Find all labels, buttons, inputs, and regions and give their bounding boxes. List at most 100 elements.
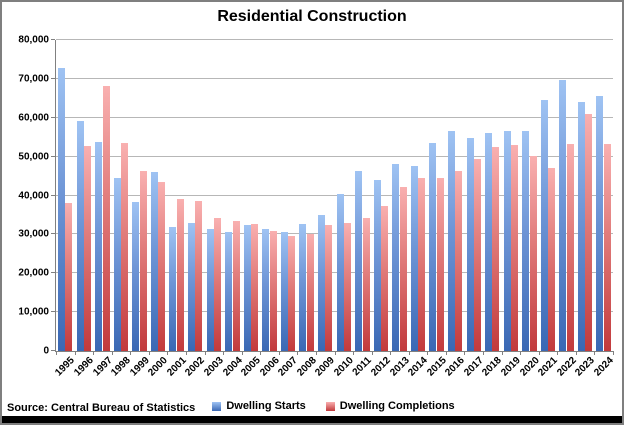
x-axis-tick [148, 351, 150, 355]
bar-dwelling-starts-1999 [132, 202, 140, 351]
x-axis-tick [111, 351, 113, 355]
x-axis-tick [371, 351, 373, 355]
x-axis-label: 2016 [443, 355, 468, 379]
x-axis-label: 2017 [462, 355, 486, 379]
x-axis-tick [557, 351, 559, 355]
bar-dwelling-starts-2005 [243, 225, 251, 351]
gridline [56, 233, 613, 235]
bar-dwelling-completions-2011 [362, 217, 370, 351]
bar-dwelling-completions-2003 [213, 217, 221, 351]
bar-dwelling-starts-2023 [577, 101, 585, 351]
legend-item-dwelling-starts: Dwelling Starts [212, 400, 306, 412]
x-axis-tick [223, 351, 225, 355]
bar-dwelling-completions-1998 [121, 142, 129, 351]
x-axis-tick [167, 351, 169, 355]
x-axis-tick [74, 351, 76, 355]
gridline [56, 272, 613, 274]
x-axis-label: 2015 [424, 355, 449, 379]
bar-dwelling-starts-1996 [76, 120, 84, 351]
x-axis-label: 2021 [536, 355, 560, 379]
bar-dwelling-starts-2004 [225, 232, 233, 351]
x-axis-label: 2005 [239, 355, 263, 379]
x-axis-label: 2023 [573, 355, 597, 379]
bar-dwelling-starts-2014 [410, 166, 418, 351]
bar-dwelling-completions-2001 [176, 199, 184, 351]
bar-dwelling-starts-2007 [280, 232, 288, 351]
bar-dwelling-completions-2006 [269, 230, 277, 351]
x-axis-tick [445, 351, 447, 355]
bar-dwelling-starts-2021 [540, 100, 548, 351]
x-axis-tick [501, 351, 503, 355]
x-axis-label: 2000 [146, 355, 170, 379]
gridline [56, 311, 613, 313]
x-axis-label: 2008 [294, 355, 319, 379]
bar-dwelling-starts-2024 [596, 96, 604, 351]
bottom-black-strip [2, 416, 622, 423]
x-axis-label: 2022 [554, 355, 579, 379]
y-axis-tick [51, 39, 55, 40]
y-axis-tick [51, 194, 55, 196]
x-axis-tick [408, 351, 410, 355]
x-axis-tick [334, 351, 336, 355]
bar-dwelling-completions-2004 [232, 221, 240, 351]
y-axis-tick [51, 311, 55, 313]
gridline [56, 155, 613, 157]
x-axis-label: 2001 [165, 355, 189, 379]
x-axis-label: 2004 [220, 355, 245, 379]
x-axis-label: 2006 [257, 355, 282, 379]
y-axis-label: 10,000 [18, 306, 49, 318]
bar-dwelling-completions-2024 [603, 144, 611, 351]
plot-area: 0 10,000 20,000 30,000 40,000 50,000 60,000 70,… [18, 35, 615, 379]
bar-dwelling-starts-2017 [466, 138, 474, 351]
bar-dwelling-completions-2008 [306, 234, 314, 351]
bar-dwelling-starts-2003 [206, 228, 214, 351]
legend-label: Dwelling Starts [226, 400, 306, 412]
x-axis-tick [390, 351, 392, 355]
bar-dwelling-completions-2014 [418, 178, 426, 351]
bar-dwelling-completions-2009 [325, 225, 333, 351]
source-note: Source: Central Bureau of Statistics [7, 402, 196, 414]
dwelling-completions-legend-swatch-icon [325, 401, 335, 411]
x-axis-label: 1995 [53, 355, 78, 379]
bar-dwelling-starts-2009 [317, 215, 325, 351]
y-axis-label: 0 [43, 345, 49, 357]
bar-dwelling-starts-2001 [169, 227, 177, 351]
y-axis-label: 70,000 [18, 73, 49, 85]
bar-dwelling-starts-2012 [373, 180, 381, 351]
x-axis-tick [241, 351, 243, 355]
bar-dwelling-completions-1999 [139, 170, 147, 351]
bar-dwelling-starts-2015 [429, 143, 437, 351]
x-axis-label: 2012 [369, 355, 393, 379]
x-axis-tick [538, 351, 540, 355]
x-axis-tick [575, 351, 577, 355]
x-axis-label: 2003 [202, 355, 226, 379]
y-axis-tick [51, 272, 55, 274]
bar-dwelling-starts-2008 [299, 224, 307, 351]
x-axis-tick [204, 351, 206, 355]
x-axis-tick [520, 351, 522, 355]
x-axis-tick [594, 351, 596, 355]
x-axis-label: 2019 [499, 355, 523, 379]
x-axis-tick [130, 351, 132, 355]
bar-dwelling-starts-2000 [150, 171, 158, 351]
x-axis-label: 2020 [517, 355, 542, 379]
y-axis-tick [51, 233, 55, 235]
x-axis-label: 2018 [480, 355, 505, 379]
bar-dwelling-starts-2013 [392, 164, 400, 351]
gridline [56, 77, 613, 79]
y-axis-label: 30,000 [18, 228, 49, 240]
y-axis-tick [51, 155, 55, 157]
gridline [56, 116, 613, 118]
legend-label: Dwelling Completions [339, 400, 455, 412]
bar-dwelling-completions-2013 [399, 186, 407, 351]
bar-dwelling-completions-2012 [381, 206, 388, 351]
y-axis-tick [51, 116, 55, 118]
gridline [56, 39, 613, 40]
bar-dwelling-completions-2017 [473, 158, 481, 351]
y-axis-label: 20,000 [18, 267, 49, 279]
bar-dwelling-completions-2010 [343, 222, 351, 351]
bar-dwelling-starts-2019 [503, 131, 511, 351]
x-axis-tick [93, 351, 95, 355]
bar-dwelling-completions-2019 [511, 145, 518, 351]
